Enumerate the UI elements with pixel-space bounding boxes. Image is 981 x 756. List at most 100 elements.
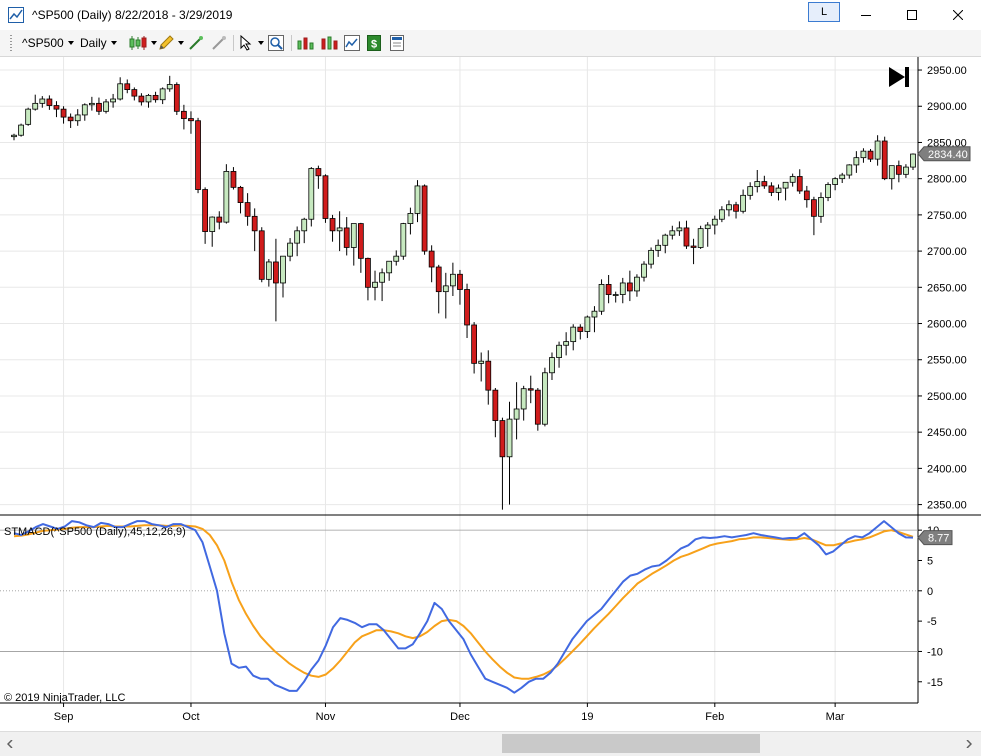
candle-up-body [754, 181, 761, 188]
price-tick-label: 2400.00 [927, 463, 967, 475]
candle [542, 367, 548, 427]
candle-up-body [839, 174, 846, 180]
candle [386, 260, 393, 281]
candle [803, 185, 810, 208]
candle [634, 274, 640, 297]
price-tick-label: 2900.00 [927, 101, 967, 113]
candlestick-series [11, 75, 916, 510]
close-button[interactable] [935, 0, 981, 30]
candle [32, 94, 39, 111]
candle [421, 184, 428, 255]
candle-up-body [775, 187, 782, 193]
candle [740, 189, 746, 214]
candle [372, 270, 378, 301]
chevron-down-icon [67, 41, 74, 45]
horizontal-scrollbar[interactable] [0, 731, 981, 756]
last-price-label: 2834.40 [928, 149, 968, 161]
candle-down-body [365, 257, 371, 288]
copyright-text: © 2019 NinjaTrader, LLC [4, 692, 125, 704]
candle-up-body [612, 294, 619, 296]
jump-to-end-button[interactable] [886, 65, 912, 89]
price-tick-label: 2550.00 [927, 355, 967, 367]
candle-down-body [244, 202, 251, 217]
indicator-tick-label: -5 [927, 616, 937, 628]
candle-up-body [853, 157, 860, 166]
candle-up-body [386, 260, 393, 274]
minimize-button[interactable] [843, 0, 889, 30]
candle-up-body [542, 372, 548, 425]
candle [145, 93, 152, 108]
candle-up-body [478, 360, 485, 364]
chevron-down-icon [178, 41, 184, 45]
candle-down-body [173, 84, 180, 112]
candle [67, 113, 74, 128]
chevron-down-icon [110, 41, 117, 45]
candle-down-body [46, 98, 53, 106]
price-tick-label: 2800.00 [927, 174, 967, 186]
chart-style-button[interactable] [129, 34, 157, 52]
candle-down-body [499, 420, 506, 458]
candle [60, 106, 67, 124]
data-box-button[interactable] [390, 34, 404, 52]
candle-up-body [301, 218, 308, 232]
price-chart[interactable]: 2950.002900.002850.002800.002750.002700.… [0, 57, 981, 731]
candle-up-body [159, 88, 166, 101]
candle-up-body [711, 218, 718, 226]
toolbar-grip[interactable] [10, 35, 12, 51]
global-draw-button[interactable] [188, 34, 204, 52]
pointer-button[interactable] [240, 34, 264, 52]
candle-down-body [357, 223, 364, 259]
candle-up-body [350, 223, 357, 248]
dollar-icon: $ [367, 35, 381, 51]
instrument-selector[interactable]: ^SP500 [22, 34, 74, 52]
candle [648, 247, 654, 269]
price-tick-label: 2350.00 [927, 500, 967, 512]
candle-down-body [492, 389, 499, 421]
toolbar-separator [233, 35, 234, 51]
indicators-button[interactable] [297, 34, 315, 52]
candle-down-body [881, 140, 888, 180]
candle [110, 93, 116, 108]
candle [811, 196, 817, 236]
candle-up-body [704, 224, 711, 230]
strategies-button[interactable] [321, 34, 339, 52]
scroll-thumb[interactable] [502, 734, 760, 753]
macd-panel: 1050-5-10-158.77 [0, 514, 981, 704]
scroll-left-button[interactable] [4, 736, 16, 752]
candle-up-body [662, 234, 669, 246]
candle-down-body [237, 186, 244, 203]
candle [903, 164, 909, 178]
candle-down-body [803, 190, 810, 201]
candle [379, 268, 385, 302]
candle-down-body [195, 120, 201, 190]
interval-selector[interactable]: Daily [80, 34, 117, 52]
interval-label: Daily [80, 36, 107, 50]
candle [294, 226, 301, 257]
candle [195, 117, 201, 194]
candle [520, 385, 527, 421]
scroll-right-button[interactable] [963, 736, 975, 752]
candle [860, 148, 867, 163]
drawing-tool-button[interactable] [158, 34, 184, 52]
candle [818, 192, 824, 223]
candle [442, 272, 449, 319]
candle [450, 262, 456, 297]
candle-down-body [471, 324, 477, 364]
remove-drawings-button[interactable] [211, 34, 227, 52]
chart-trader-button[interactable]: $ [367, 34, 381, 52]
maximize-button[interactable] [889, 0, 935, 30]
candle-up-body [697, 228, 704, 248]
indicators-icon [297, 37, 314, 50]
eraser-icon [212, 36, 226, 50]
candle-up-body [88, 102, 95, 106]
link-button[interactable]: L [808, 2, 840, 22]
chart-properties-button[interactable] [344, 34, 360, 52]
candle [103, 99, 109, 114]
zoom-button[interactable] [268, 34, 284, 52]
candle [726, 200, 732, 217]
candle [733, 201, 739, 219]
candle [365, 257, 371, 301]
candle-up-body [676, 227, 683, 232]
candle-up-body [294, 230, 301, 244]
candle-down-body [124, 83, 131, 90]
